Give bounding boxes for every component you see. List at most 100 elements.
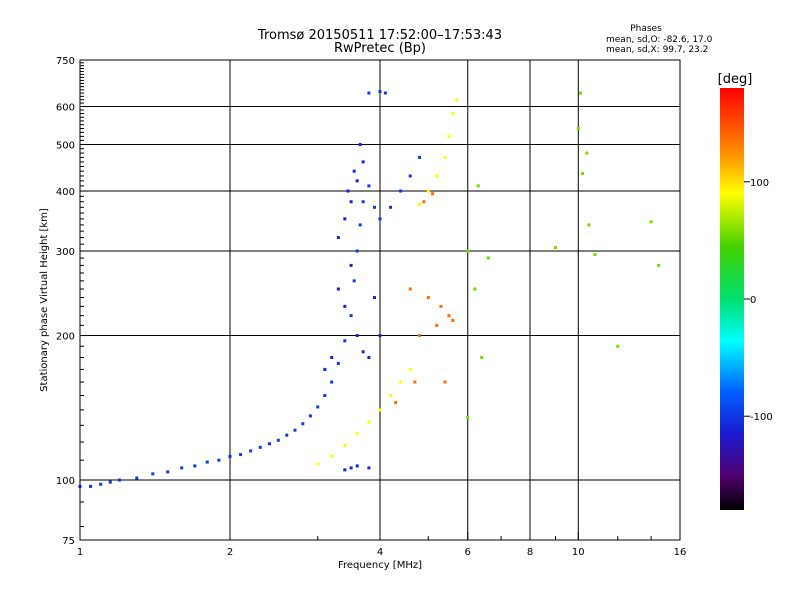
colorbar-tick-label: -100 [750, 412, 773, 423]
data-point [361, 200, 365, 204]
data-point [443, 155, 447, 159]
x-tick-label: 4 [377, 547, 383, 558]
data-point [193, 464, 197, 468]
data-point [417, 155, 421, 159]
data-point [422, 200, 426, 204]
data-point [355, 334, 359, 338]
x-tick-label: 1 [77, 547, 83, 558]
data-point [439, 304, 443, 308]
data-point [443, 380, 447, 384]
data-point [587, 223, 591, 227]
data-point [166, 470, 170, 474]
x-tick-label: 6 [465, 547, 471, 558]
data-point [585, 151, 589, 155]
phases-mean-x: mean, sd,X: 99.7, 23.2 [606, 45, 708, 55]
data-point [389, 394, 393, 398]
data-point [447, 314, 451, 318]
phases-mean-o: mean, sd,O: -82.6, 17.0 [606, 35, 713, 45]
data-point [476, 184, 480, 188]
y-tick-label: 600 [56, 103, 75, 114]
data-point [367, 420, 371, 424]
data-point [408, 367, 412, 371]
data-point [343, 304, 347, 308]
data-point [89, 484, 93, 488]
data-point [435, 174, 439, 178]
data-point [343, 217, 347, 221]
data-point [330, 380, 334, 384]
y-tick-label: 100 [56, 476, 75, 487]
data-point [355, 432, 359, 436]
data-point [399, 189, 403, 193]
data-point [447, 134, 451, 138]
data-point [616, 344, 620, 348]
y-tick-label: 300 [56, 247, 75, 258]
data-point [135, 476, 139, 480]
data-point [336, 361, 340, 365]
colorbar-ticks: 100 0 -100 [744, 178, 773, 423]
data-point [378, 89, 382, 93]
data-point [285, 433, 289, 437]
data-point [349, 263, 353, 267]
data-point [466, 249, 470, 253]
data-point [394, 401, 398, 405]
data-point [343, 468, 347, 472]
data-point [413, 380, 417, 384]
data-point [367, 355, 371, 359]
data-point [355, 464, 359, 468]
data-point [408, 287, 412, 291]
axis-ticks-layer: 1 2 4 6 8 10 16 75 100 200 300 400 500 600 750 [56, 56, 686, 558]
y-tick-label: 500 [56, 141, 75, 152]
data-point [355, 249, 359, 253]
data-point [336, 287, 340, 291]
data-point [451, 318, 455, 322]
data-point [99, 482, 103, 486]
data-point [367, 91, 371, 95]
data-point [408, 174, 412, 178]
data-point [451, 112, 455, 116]
data-point [473, 287, 477, 291]
chart-subtitle: RwPretec (Bp) [334, 41, 426, 56]
data-point [426, 189, 430, 193]
data-point [361, 160, 365, 164]
data-point [301, 422, 305, 426]
colorbar-label: [deg] [718, 72, 753, 87]
data-point [455, 98, 459, 102]
data-point [343, 339, 347, 343]
data-point [578, 91, 582, 95]
data-point [417, 202, 421, 206]
x-tick-label: 8 [527, 547, 533, 558]
data-point [576, 126, 580, 130]
colorbar [720, 88, 744, 510]
data-point [323, 394, 327, 398]
data-point [346, 189, 350, 193]
data-point [316, 405, 320, 409]
data-point [657, 263, 661, 267]
data-point [108, 480, 112, 484]
data-point [330, 454, 334, 458]
data-point [417, 334, 421, 338]
data-point [649, 220, 653, 224]
colorbar-tick-label: 0 [750, 295, 756, 306]
x-tick-label: 10 [572, 547, 585, 558]
data-point [367, 466, 371, 470]
grid-layer [80, 60, 680, 540]
phases-heading: Phases [630, 24, 662, 34]
data-point [330, 355, 334, 359]
data-point [352, 279, 356, 283]
data-point [431, 192, 435, 196]
data-point [435, 323, 439, 327]
data-point [316, 462, 320, 466]
data-point [593, 253, 597, 257]
data-point [352, 169, 356, 173]
x-axis-label: Frequency [MHz] [338, 560, 422, 571]
data-point [293, 428, 297, 432]
colorbar-tick-label: 100 [750, 178, 769, 189]
data-point [217, 458, 221, 462]
data-point [553, 246, 557, 250]
data-point [336, 236, 340, 240]
data-point [308, 414, 312, 418]
data-point [389, 205, 393, 209]
data-point [151, 472, 155, 476]
